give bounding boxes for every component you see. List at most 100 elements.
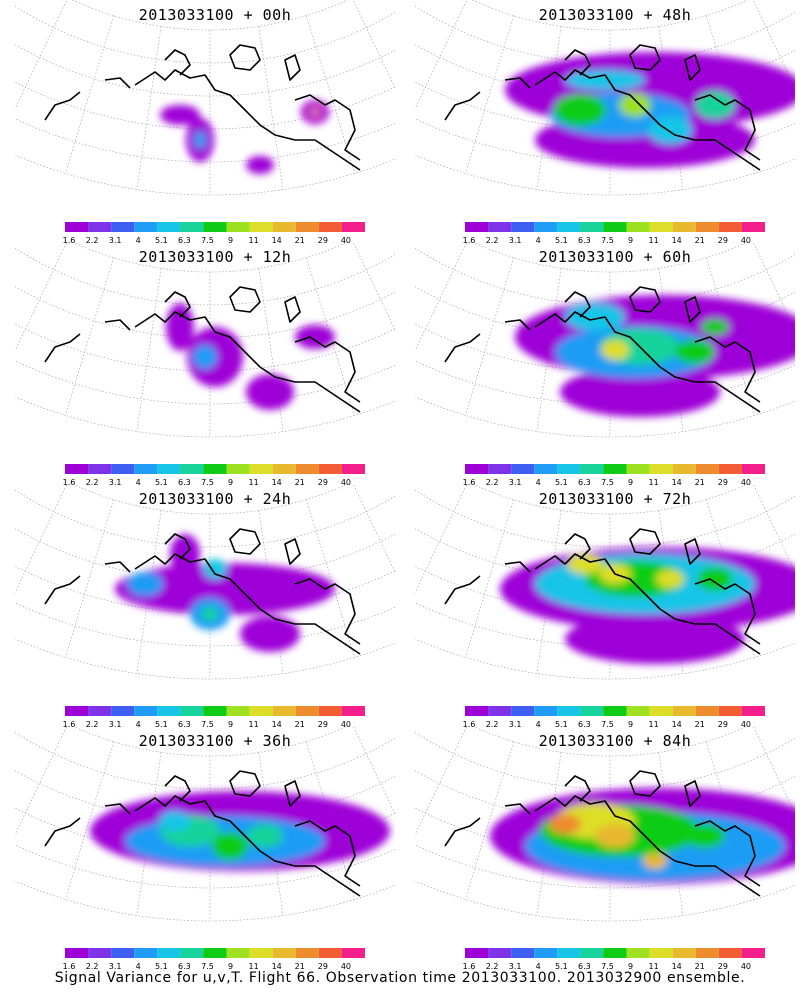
coastlines (444, 770, 761, 897)
colorbar-swatch (272, 222, 296, 232)
colorbar-swatch (226, 464, 250, 474)
coastlines (44, 286, 361, 413)
panel-title: 2013033100 + 24h (138, 490, 292, 508)
colorbar-swatch (741, 222, 765, 232)
variance-map (15, 484, 395, 680)
colorbar-swatch (111, 948, 135, 958)
colorbar-tick-label: 21 (295, 720, 305, 729)
colorbar-tick-label: 29 (718, 236, 728, 245)
colorbar-tick-label: 1.6 (463, 962, 476, 971)
colorbar-swatch (672, 222, 696, 232)
colorbar: 1.6 2.2 3.1 4 5.1 6.3 7.5 9 11 14 21 29 40 (463, 464, 765, 487)
colorbar-swatch (249, 706, 273, 716)
variance-blob (166, 303, 194, 351)
variance-map (15, 242, 395, 438)
colorbar-tick-label: 29 (318, 720, 328, 729)
colorbar-tick-label: 3.1 (109, 720, 122, 729)
colorbar-tick-label: 11 (249, 720, 259, 729)
variance-map (415, 0, 795, 196)
colorbar-tick-label: 40 (741, 720, 751, 729)
colorbar-swatch (465, 706, 489, 716)
colorbar-swatch (65, 464, 89, 474)
colorbar-swatch (741, 948, 765, 958)
colorbar-swatch (557, 706, 581, 716)
panel-title: 2013033100 + 84h (538, 732, 692, 750)
colorbar-swatch (603, 464, 627, 474)
colorbar-swatch (111, 464, 135, 474)
colorbar-swatch (626, 464, 650, 474)
variance-blob (295, 325, 335, 349)
panel-title: 2013033100 + 60h (538, 248, 692, 266)
colorbar-tick-label: 3.1 (109, 478, 122, 487)
coastlines (444, 528, 761, 655)
colorbar-tick-label: 40 (341, 236, 351, 245)
variance-blob (193, 345, 217, 369)
colorbar-tick-label: 1.6 (63, 720, 76, 729)
colorbar-swatch (226, 706, 250, 716)
colorbar-swatch (88, 948, 112, 958)
colorbar-swatch (111, 706, 135, 716)
figure-caption: Signal Variance for u,v,T. Flight 66. Ob… (54, 970, 746, 986)
colorbar-swatch (249, 948, 273, 958)
colorbar-swatch (534, 706, 558, 716)
colorbar-tick-label: 11 (649, 478, 659, 487)
variance-blob (695, 91, 735, 119)
variance-blob (565, 303, 625, 331)
colorbar-swatch (557, 222, 581, 232)
colorbar-swatch (203, 222, 227, 232)
colorbar-swatch (672, 706, 696, 716)
coastlines (444, 44, 761, 171)
panel-title: 2013033100 + 36h (138, 732, 292, 750)
colorbar-tick-label: 5.1 (155, 962, 168, 971)
colorbar-tick-label: 2.2 (486, 962, 499, 971)
colorbar-swatch (134, 464, 158, 474)
variance-blob (246, 156, 274, 174)
colorbar-swatch (511, 706, 535, 716)
colorbar-swatch (626, 948, 650, 958)
colorbar-swatch (580, 222, 604, 232)
colorbar-tick-label: 14 (672, 236, 682, 245)
colorbar-tick-label: 11 (249, 962, 259, 971)
colorbar-tick-label: 1.6 (63, 478, 76, 487)
colorbar-swatch (557, 948, 581, 958)
colorbar-swatch (180, 706, 204, 716)
variance-blob (565, 70, 645, 90)
coastlines (44, 44, 361, 171)
variance-blob (701, 319, 729, 335)
colorbar-swatch (465, 222, 489, 232)
variance-blob (675, 340, 715, 364)
colorbar-swatch (272, 706, 296, 716)
colorbar-tick-label: 5.1 (555, 962, 568, 971)
colorbar-swatch (649, 706, 673, 716)
colorbar-tick-label: 14 (272, 236, 282, 245)
colorbar-tick-label: 9 (228, 962, 233, 971)
panel-title: 2013033100 + 12h (138, 248, 292, 266)
colorbar-tick-label: 4 (536, 236, 541, 245)
colorbar-swatch (603, 706, 627, 716)
variance-map (15, 726, 395, 922)
colorbar-tick-label: 3.1 (509, 478, 522, 487)
colorbar-tick-label: 21 (695, 962, 705, 971)
colorbar-tick-label: 7.5 (601, 962, 614, 971)
colorbar-tick-label: 4 (536, 478, 541, 487)
colorbar-swatch (180, 464, 204, 474)
colorbar-swatch (580, 706, 604, 716)
variance-field (115, 534, 335, 652)
colorbar-tick-label: 4 (136, 236, 141, 245)
colorbar-swatch (511, 464, 535, 474)
colorbar-swatch (695, 464, 719, 474)
colorbar-tick-label: 14 (272, 962, 282, 971)
colorbar-swatch (649, 948, 673, 958)
colorbar-swatch (272, 948, 296, 958)
colorbar-swatch (341, 222, 365, 232)
colorbar-tick-label: 14 (672, 962, 682, 971)
map-panel-24h: 2013033100 + 24h 1.6 2.2 3.1 4 5.1 6.3 7.5 9 11 14… (15, 484, 415, 729)
variance-blob (311, 109, 319, 115)
colorbar-tick-label: 29 (718, 478, 728, 487)
variance-blob (643, 853, 667, 869)
colorbar-swatch (226, 222, 250, 232)
colorbar-swatch (180, 222, 204, 232)
colorbar-tick-label: 4 (136, 478, 141, 487)
colorbar-tick-label: 14 (672, 478, 682, 487)
colorbar-tick-label: 11 (649, 236, 659, 245)
